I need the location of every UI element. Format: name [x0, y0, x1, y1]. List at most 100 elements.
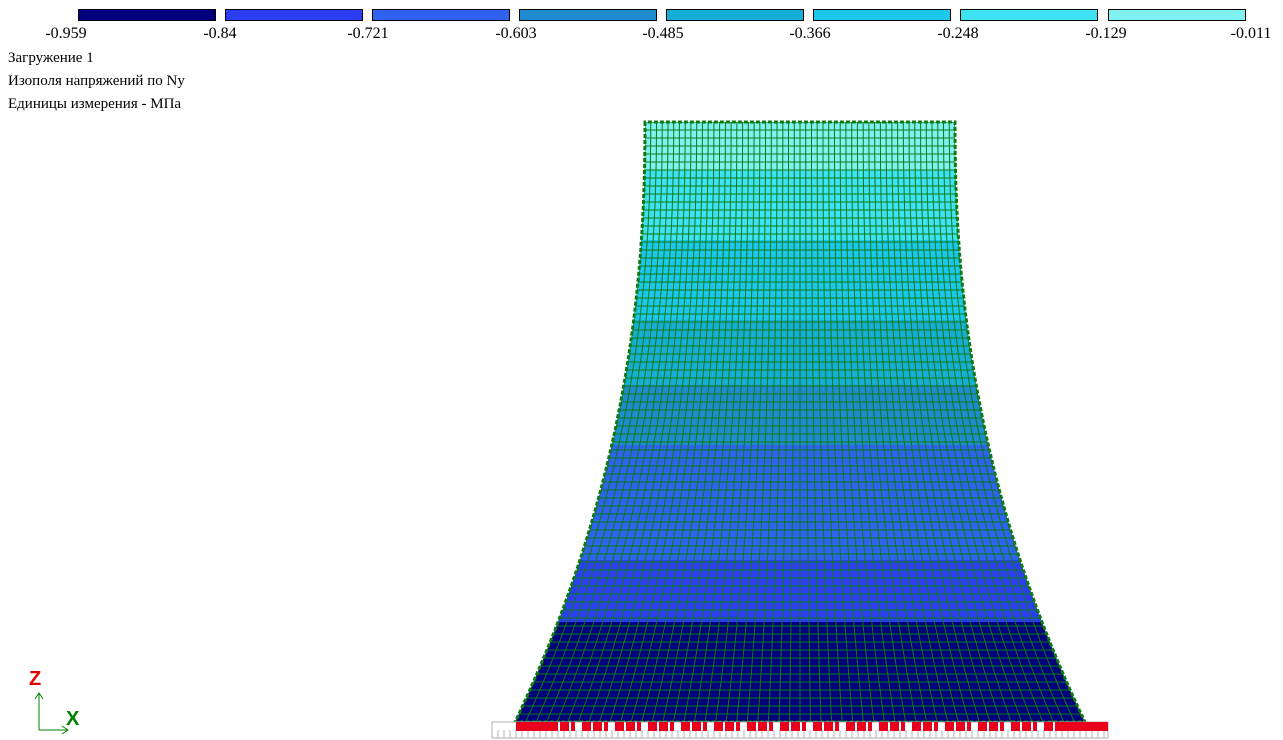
mesh-meridian-line: [588, 122, 686, 722]
support-nodes: [491, 721, 1109, 739]
finite-element-mesh: [515, 122, 1085, 722]
mesh-meridian-line: [788, 122, 795, 722]
mesh-meridian-line: [556, 122, 669, 722]
field-label: Изополя напряжений по Ny: [8, 73, 185, 89]
mesh-meridian-line: [725, 122, 761, 722]
legend-swatch-2: [225, 9, 363, 21]
mesh-meridian-line: [868, 122, 928, 722]
mesh-meridian-line: [856, 122, 907, 722]
support-node: [725, 722, 734, 731]
mesh-meridian-line: [931, 122, 1044, 722]
mesh-meridian-line: [943, 122, 1065, 722]
support-node: [956, 722, 965, 731]
load-case-label: Загружение 1: [8, 50, 94, 66]
support-node: [648, 722, 657, 731]
mesh-meridian-line: [811, 122, 822, 722]
support-node: [857, 722, 866, 731]
support-node: [1000, 722, 1004, 731]
legend-tick-label: -0.248: [937, 25, 979, 42]
legend-tick-label: -0.129: [1085, 25, 1127, 42]
support-node: [681, 722, 690, 731]
mesh-meridian-line: [914, 122, 1012, 722]
support-node: [1033, 722, 1037, 731]
mesh-meridian-line: [746, 122, 772, 722]
legend-tick-label: -0.721: [347, 25, 389, 42]
legend-swatch-7: [960, 9, 1098, 21]
mesh-meridian-line: [828, 122, 854, 722]
mesh-meridian-line: [862, 122, 917, 722]
support-node: [978, 722, 987, 731]
support-node: [1022, 722, 1031, 731]
mesh-meridian-line: [920, 122, 1023, 722]
mesh-meridian-line: [885, 122, 959, 722]
legend-tick-label: -0.84: [203, 25, 237, 42]
support-node: [945, 722, 954, 731]
support-node: [824, 722, 833, 731]
axis-indicator: Z X: [25, 668, 95, 738]
mesh-meridian-line: [925, 122, 1033, 722]
mesh-meridian-line: [833, 122, 864, 722]
mesh-meridian-line: [757, 122, 778, 722]
mesh-meridian-line: [736, 122, 767, 722]
support-node: [934, 722, 938, 731]
legend-tick-label: -0.366: [789, 25, 831, 42]
legend-swatch-4: [519, 9, 657, 21]
support-node: [1011, 722, 1020, 731]
support-node: [835, 722, 839, 731]
mesh-meridian-line: [641, 122, 715, 722]
axis-arrows-icon: [34, 692, 69, 735]
legend-tick-label: -0.011: [1230, 25, 1272, 42]
support-node: [758, 722, 767, 731]
mesh-meridian-line: [822, 122, 843, 722]
mesh-meridian-line: [651, 122, 721, 722]
legend-swatch-6: [813, 9, 951, 21]
support-node: [1060, 722, 1108, 731]
mesh-meridian-line: [767, 122, 784, 722]
support-node: [692, 722, 701, 731]
mesh-meridian-line: [839, 122, 875, 722]
mesh-meridian-line: [879, 122, 949, 722]
mesh-meridian-line: [851, 122, 896, 722]
legend-swatch-1: [78, 9, 216, 21]
mesh-meridian-line: [672, 122, 732, 722]
support-node: [912, 722, 921, 731]
mesh-meridian-line: [874, 122, 938, 722]
legend-swatch-5: [666, 9, 804, 21]
support-node: [670, 722, 674, 731]
mesh-meridian-line: [816, 122, 833, 722]
support-node: [989, 722, 998, 731]
mesh-meridian-line: [535, 122, 657, 722]
support-node: [802, 722, 806, 731]
mesh-meridian-line: [805, 122, 812, 722]
mesh-meridian-line: [891, 122, 970, 722]
support-node: [571, 722, 575, 731]
mesh-meridian-line: [609, 122, 698, 722]
axis-x-label: X: [66, 708, 80, 730]
mesh-meridian-line: [598, 122, 692, 722]
mesh-meridian-line: [683, 122, 738, 722]
support-node: [747, 722, 756, 731]
mesh-meridian-line: [630, 122, 709, 722]
mesh-meridian-line: [902, 122, 991, 722]
support-node: [637, 722, 641, 731]
support-node: [780, 722, 789, 731]
support-node: [593, 722, 602, 731]
legend-swatch-3: [372, 9, 510, 21]
support-node: [890, 722, 899, 731]
mesh-meridian-line: [620, 122, 703, 722]
mesh-meridian-line: [704, 122, 749, 722]
mesh-meridian-line: [948, 122, 1075, 722]
units-label: Единицы измерения - МПа: [8, 96, 182, 112]
mesh-meridian-line: [546, 122, 663, 722]
support-node: [714, 722, 723, 731]
mesh-meridian-line: [577, 122, 680, 722]
mesh-meridian-line: [567, 122, 675, 722]
color-legend: -0.959 -0.84 -0.721 -0.603 -0.485 -0.366…: [0, 0, 1283, 50]
support-node: [923, 722, 932, 731]
support-node: [516, 722, 556, 731]
support-node: [846, 722, 855, 731]
axis-z-label: Z: [29, 668, 42, 690]
support-node: [879, 722, 888, 731]
support-node: [901, 722, 905, 731]
